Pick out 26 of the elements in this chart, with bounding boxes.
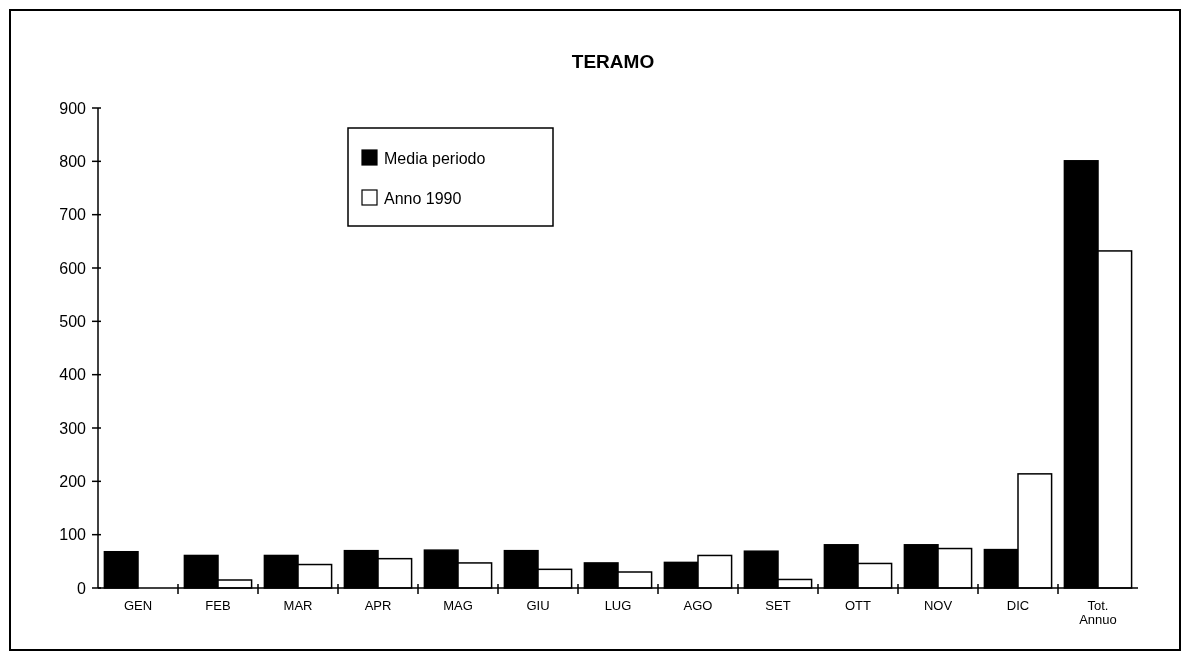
- y-tick-label: 300: [59, 419, 87, 437]
- x-tick-label: GEN: [123, 598, 153, 613]
- x-tick-label: DIC: [1006, 598, 1030, 613]
- y-tick-label: 400: [59, 366, 87, 384]
- x-tick-label: MAG: [443, 598, 473, 613]
- legend-label: Anno 1990: [384, 189, 462, 207]
- x-tick-label: Tot. Annuo: [1079, 598, 1117, 627]
- y-tick-label: 100: [59, 526, 87, 544]
- y-tick-label: 600: [59, 259, 87, 277]
- x-tick-label: LUG: [604, 598, 632, 613]
- y-tick-label: 500: [59, 312, 87, 330]
- legend-label: Media periodo: [384, 149, 486, 167]
- x-tick-label: SET: [765, 598, 791, 613]
- y-tick-label: 700: [59, 206, 87, 224]
- x-tick-label: OTT: [845, 598, 872, 613]
- y-tick-label: 0: [77, 579, 87, 597]
- x-tick-label: APR: [364, 598, 392, 613]
- chart-title: TERAMO: [571, 51, 655, 72]
- x-tick-label: AGO: [683, 598, 713, 613]
- y-tick-label: 800: [59, 152, 87, 170]
- x-tick-label: GIU: [526, 598, 550, 613]
- x-tick-label: MAR: [283, 598, 313, 613]
- x-tick-label: FEB: [205, 598, 231, 613]
- x-tick-label: NOV: [923, 598, 953, 613]
- y-tick-label: 900: [59, 99, 87, 117]
- y-tick-label: 200: [59, 472, 87, 490]
